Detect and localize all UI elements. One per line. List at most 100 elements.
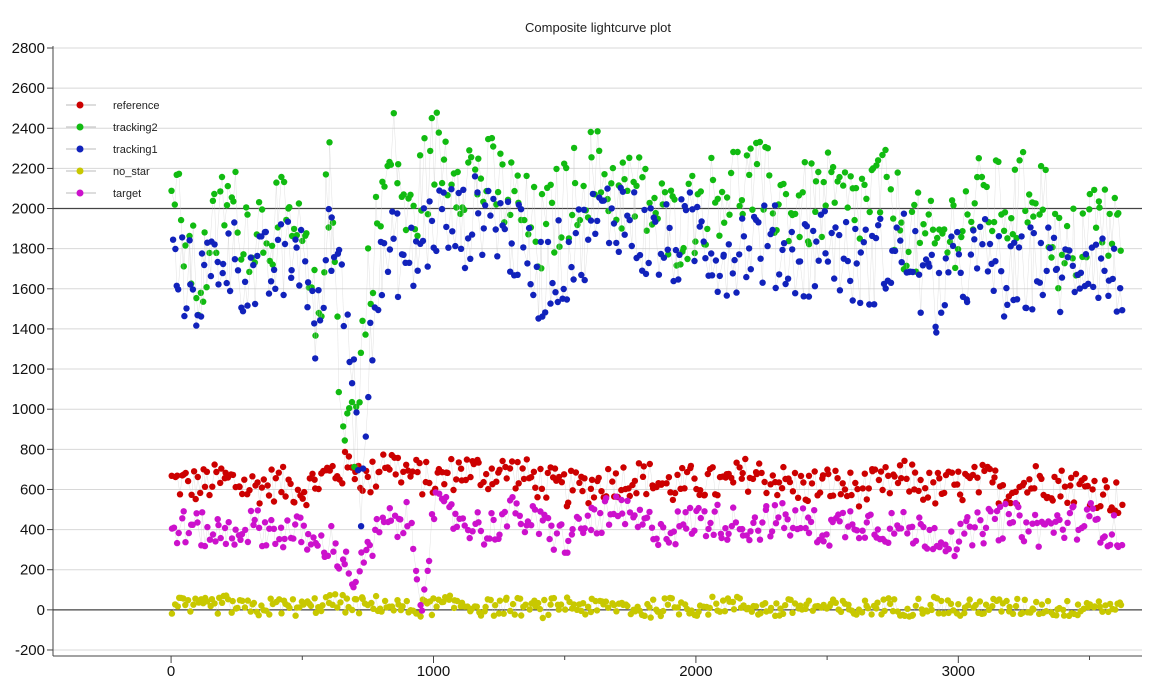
data-point-reference [797, 472, 805, 480]
data-point-target [867, 511, 874, 518]
data-point-no_star [1044, 597, 1052, 605]
data-point-tracking2 [1004, 235, 1011, 242]
data-point-target [634, 523, 642, 531]
data-point-target [553, 530, 561, 537]
data-point-no_star [1060, 612, 1068, 619]
data-point-no_star [1112, 606, 1119, 613]
data-point-no_star [339, 591, 346, 599]
data-point-tracking1 [572, 229, 579, 237]
data-point-tracking1 [219, 269, 226, 277]
data-point-target [477, 527, 485, 535]
data-point-reference [514, 458, 521, 466]
data-point-no_star [276, 596, 283, 603]
data-point-tracking1 [652, 218, 659, 225]
data-point-target [597, 509, 604, 517]
data-point-reference [236, 483, 243, 490]
data-point-no_star [945, 609, 952, 617]
data-point-no_star [168, 610, 176, 617]
data-point-target [636, 506, 644, 513]
data-point-tracking1 [822, 250, 829, 257]
data-point-tracking1 [919, 262, 927, 269]
data-point-reference [270, 498, 278, 505]
data-point-tracking1 [585, 236, 592, 243]
data-point-tracking1 [933, 329, 940, 336]
y-tick-label: 2200 [12, 160, 45, 177]
data-point-target [501, 508, 508, 516]
data-point-tracking2 [646, 199, 653, 207]
data-point-reference [626, 492, 633, 500]
data-point-tracking1 [542, 309, 549, 316]
data-point-reference [742, 455, 749, 463]
data-point-tracking2 [841, 169, 849, 176]
data-point-target [751, 514, 759, 521]
data-point-tracking2 [908, 208, 916, 215]
data-point-tracking2 [369, 289, 377, 297]
data-point-tracking1 [981, 216, 989, 223]
data-point-tracking1 [836, 287, 844, 294]
data-point-reference [906, 488, 913, 495]
data-point-tracking1 [954, 228, 961, 236]
data-point-reference [794, 494, 802, 501]
data-point-reference [218, 465, 225, 472]
axes: -200 0 200 400 600 800 1000 1200 1400 1600 1800 200… [12, 40, 1142, 680]
data-point-target [266, 525, 273, 532]
data-point-reference [282, 493, 289, 500]
data-point-target [376, 529, 383, 536]
data-point-no_star [853, 611, 860, 618]
data-point-reference [515, 480, 522, 487]
data-point-target [613, 493, 620, 500]
data-point-target [767, 533, 774, 540]
data-point-no_star [1043, 608, 1050, 615]
data-point-tracking1 [389, 208, 396, 215]
data-point-tracking2 [858, 175, 866, 182]
data-point-target [797, 524, 804, 532]
data-point-tracking1 [1066, 247, 1073, 254]
data-point-tracking2 [989, 227, 996, 235]
data-point-no_star [190, 601, 197, 608]
data-point-reference [455, 459, 462, 466]
data-point-target [732, 519, 740, 526]
data-point-tracking2 [407, 191, 414, 198]
data-point-tracking2 [753, 160, 761, 168]
data-series [168, 109, 1126, 622]
data-point-target [888, 509, 895, 517]
data-point-target [1110, 512, 1118, 519]
data-point-no_star [730, 606, 738, 613]
data-point-target [352, 578, 359, 586]
data-point-tracking1 [720, 251, 727, 258]
data-point-no_star [318, 607, 325, 615]
data-point-no_star [938, 597, 945, 605]
data-point-tracking2 [1086, 190, 1094, 198]
data-point-reference [184, 477, 192, 485]
data-point-reference [441, 481, 448, 488]
data-point-tracking2 [171, 201, 178, 208]
data-point-tracking1 [207, 272, 215, 280]
data-point-tracking1 [284, 218, 292, 225]
data-point-reference [1091, 477, 1098, 485]
data-point-reference [372, 483, 380, 490]
data-point-target [408, 519, 415, 527]
data-point-reference [256, 500, 263, 507]
data-point-tracking1 [406, 259, 413, 266]
data-point-target [544, 514, 552, 522]
data-point-tracking2 [348, 398, 356, 406]
data-point-reference [457, 465, 465, 472]
data-point-reference [1026, 476, 1033, 483]
data-point-target [358, 549, 365, 556]
data-point-tracking2 [1024, 219, 1031, 226]
data-point-reference [341, 448, 349, 456]
data-point-tracking2 [626, 154, 633, 161]
data-point-tracking1 [297, 226, 305, 234]
data-point-tracking2 [1111, 194, 1119, 202]
data-point-reference [572, 469, 580, 476]
data-point-target [469, 528, 476, 535]
data-point-tracking1 [322, 257, 329, 264]
data-point-tracking2 [716, 232, 723, 239]
data-point-target [853, 527, 861, 534]
data-point-no_star [880, 596, 887, 603]
data-point-tracking1 [761, 202, 768, 209]
data-point-target [842, 534, 849, 541]
data-point-tracking1 [810, 227, 817, 235]
data-point-reference [934, 469, 942, 477]
